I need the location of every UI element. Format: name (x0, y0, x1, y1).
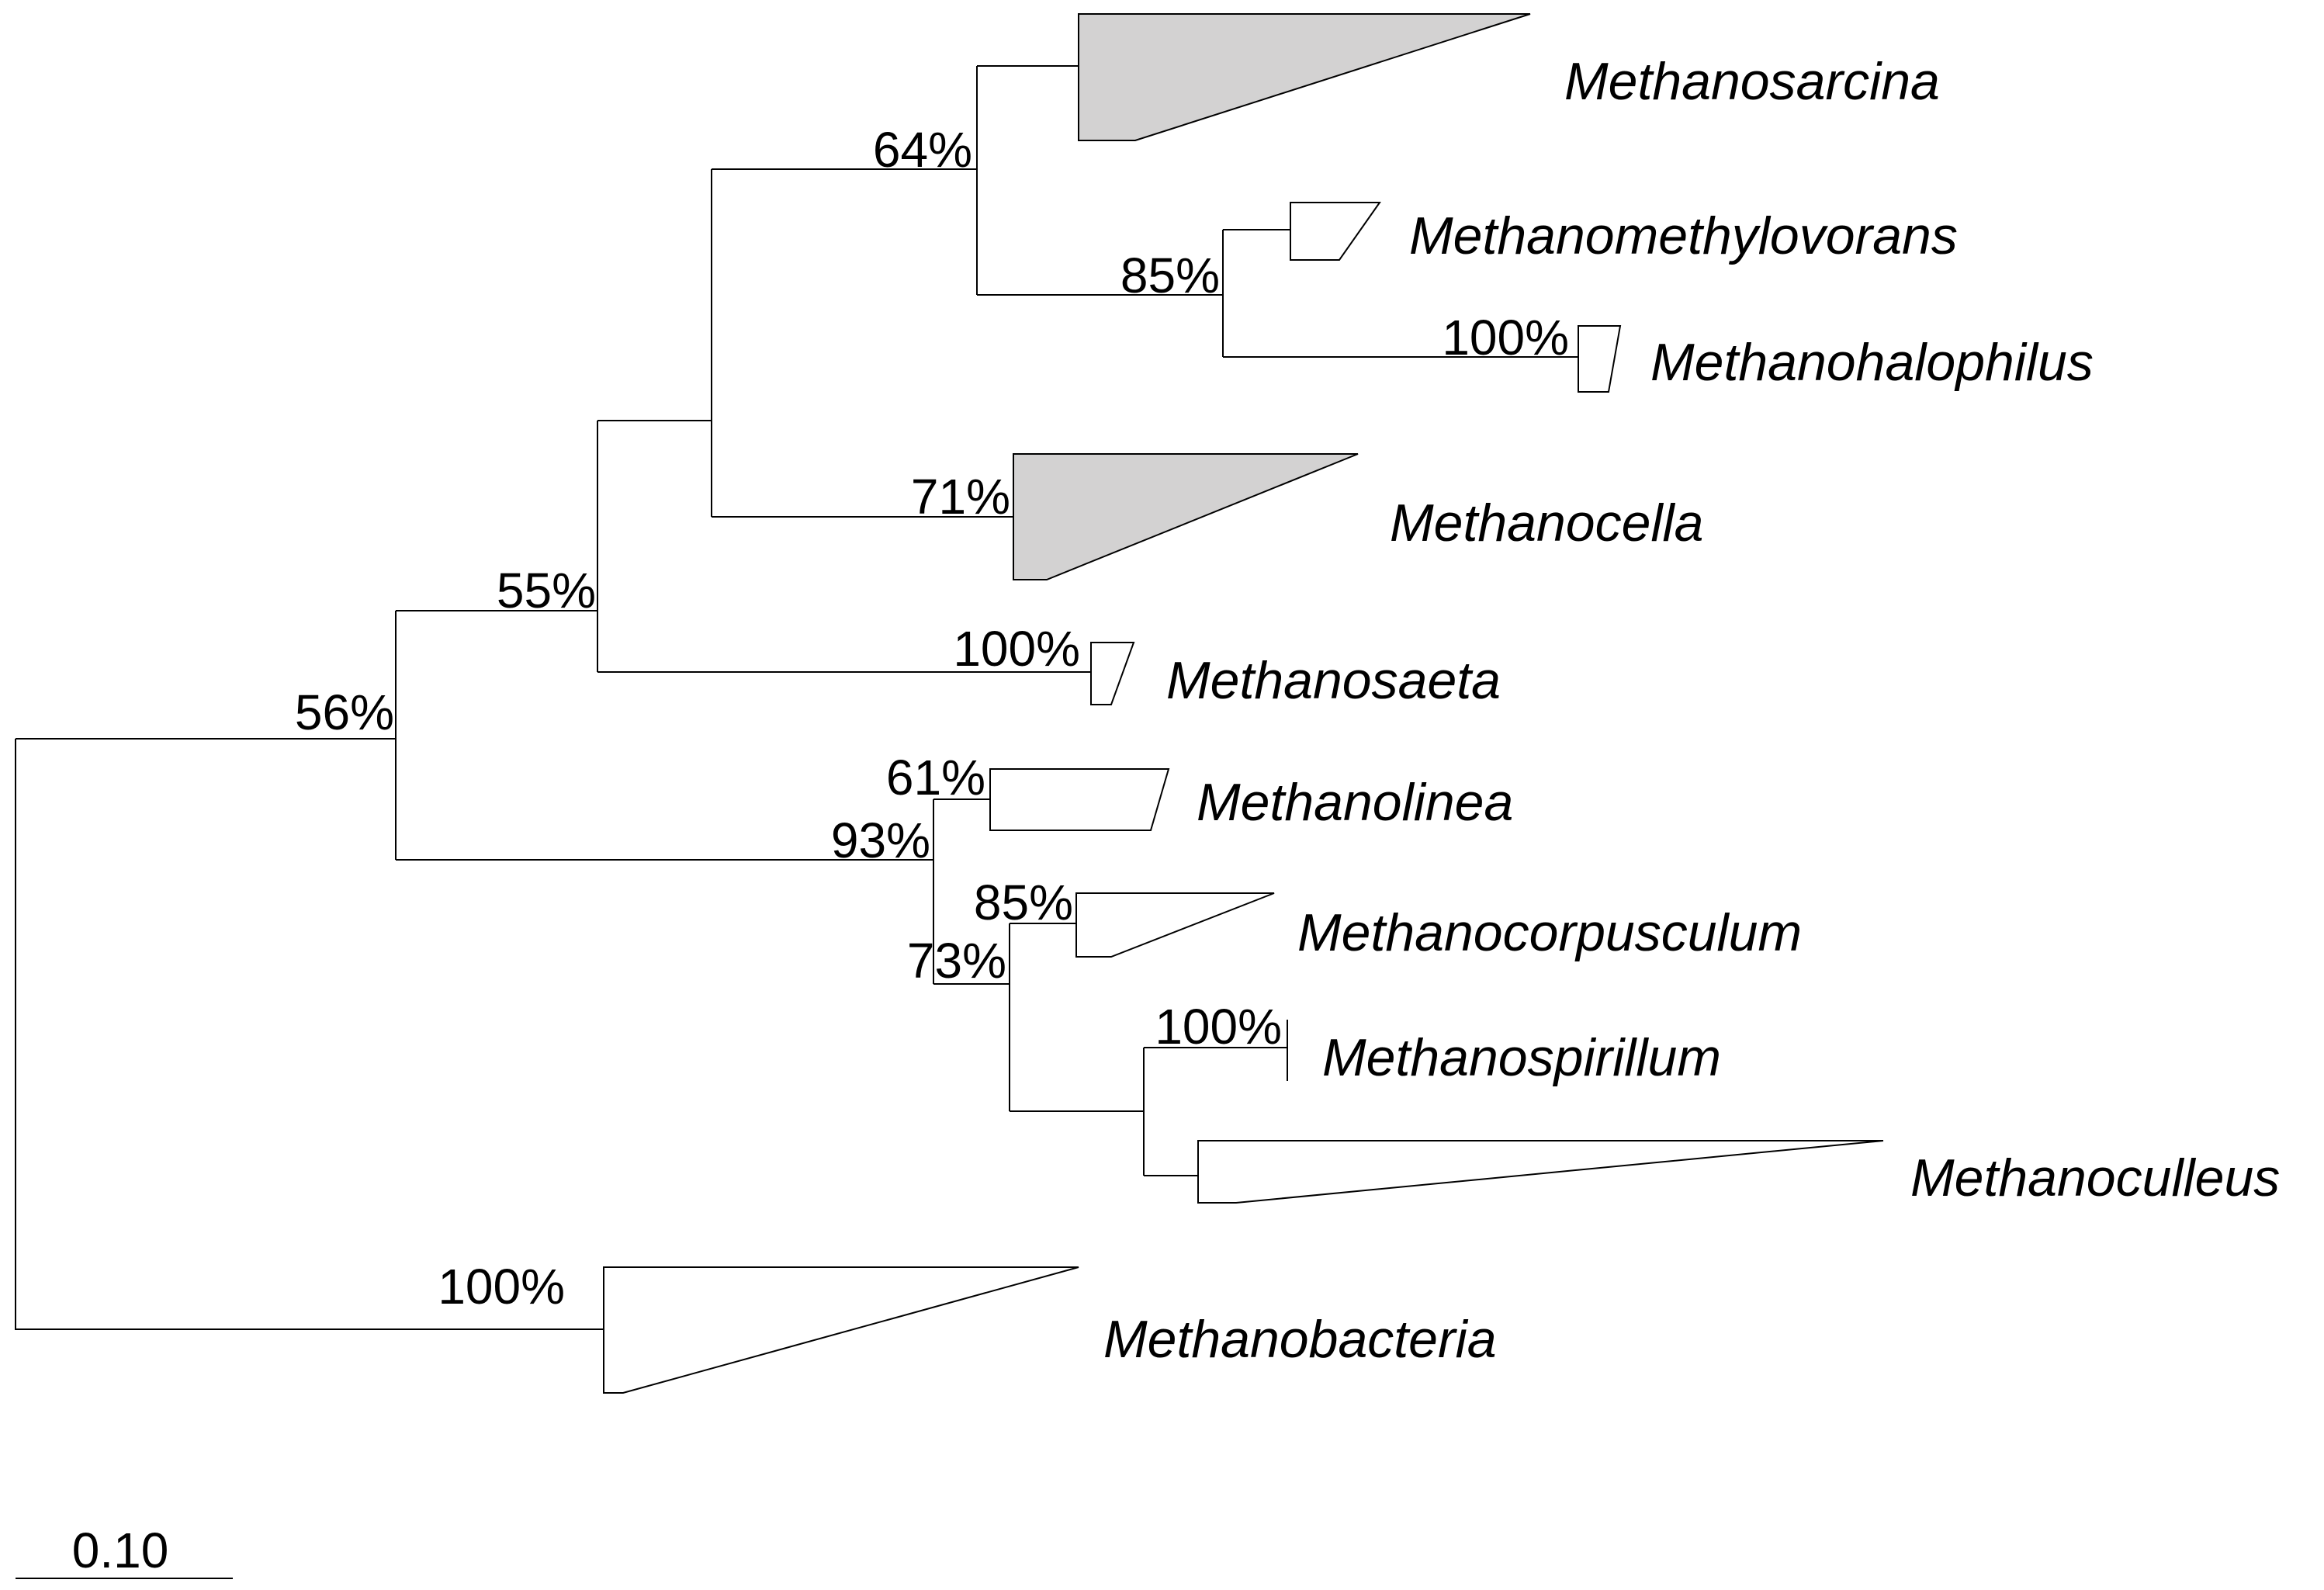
scale-bar: 0.10 (16, 1522, 233, 1579)
taxon-label-methanosarcina: Methanosarcina (1564, 52, 1940, 111)
clade-methanobacteria (603, 1266, 1079, 1394)
taxon-label-methanocorpusculum: Methanocorpusculum (1297, 903, 1802, 962)
scale-bar-label: 0.10 (72, 1522, 169, 1578)
support-value-100-methanosaeta: 100% (953, 621, 1080, 677)
support-value-100-methanobacteria: 100% (438, 1259, 565, 1315)
support-values: 56% 55% 64% 85% 100% 71% 100% 61% 93% 85… (295, 122, 1569, 1315)
clade-methanocella (1013, 453, 1359, 580)
clade-methanolinea (989, 768, 1170, 831)
taxon-label-methanocella: Methanocella (1390, 494, 1703, 553)
taxon-label-methanobacteria: Methanobacteria (1103, 1310, 1497, 1369)
taxon-label-methanolinea: Methanolinea (1197, 773, 1513, 832)
taxon-label-methanosaeta: Methanosaeta (1166, 651, 1501, 710)
clade-methanosarcina (1078, 13, 1531, 141)
branch-outgroup-methanobacteria (15, 739, 604, 1330)
clade-methanomethylovorans (1290, 202, 1381, 261)
taxon-label-methanospirillum: Methanospirillum (1322, 1028, 1721, 1087)
taxon-labels: Methanosarcina Methanomethylovorans Meth… (1103, 52, 2280, 1369)
support-value-73: 73% (907, 933, 1006, 989)
support-value-55: 55% (497, 563, 596, 618)
taxon-label-methanohalophilus: Methanohalophilus (1650, 333, 2094, 392)
support-value-100-methanospirillum: 100% (1155, 999, 1282, 1055)
tree-branches (15, 65, 1578, 1330)
clade-methanosaeta (1090, 642, 1135, 705)
clade-methanohalophilus (1578, 325, 1622, 393)
support-value-61-methanolinea: 61% (886, 750, 985, 805)
branch-root (16, 611, 397, 860)
support-value-100-methanohalophilus: 100% (1442, 310, 1569, 365)
support-value-64: 64% (873, 122, 972, 178)
clade-methanoculleus (1197, 1140, 1884, 1204)
collapsed-clades (603, 13, 1884, 1394)
support-value-71-methanocella: 71% (911, 469, 1010, 525)
clade-methanocorpusculum (1075, 892, 1275, 958)
taxon-label-methanoculleus: Methanoculleus (1910, 1148, 2280, 1207)
taxon-label-methanomethylovorans: Methanomethylovorans (1409, 206, 1958, 265)
support-value-85-methanomethylovorans: 85% (1120, 248, 1220, 303)
support-value-93: 93% (831, 812, 930, 868)
support-value-85-methanocorpusculum: 85% (974, 875, 1073, 930)
support-value-root: 56% (295, 684, 394, 740)
